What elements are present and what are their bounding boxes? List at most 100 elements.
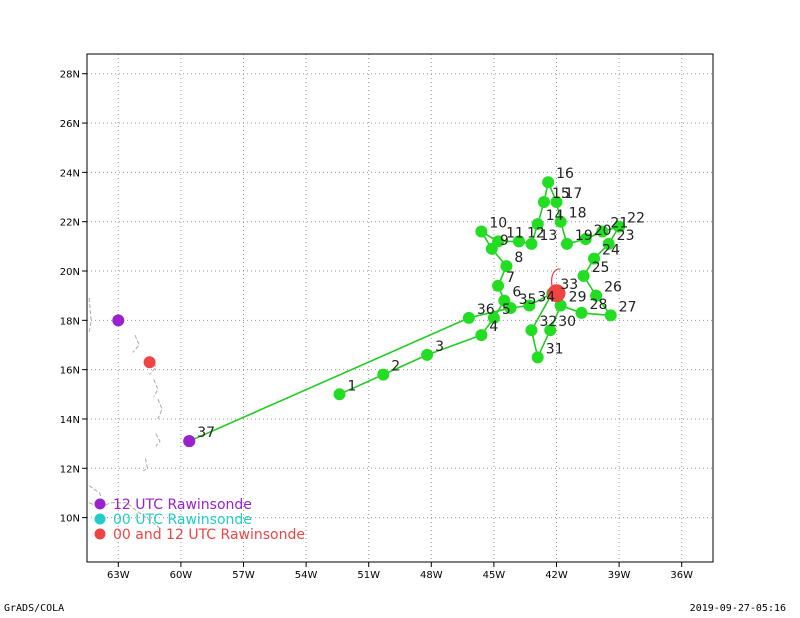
dropsonde-label: 24 [602, 243, 620, 259]
dropsonde-label: 36 [477, 302, 495, 318]
dropsonde-label: 34 [537, 290, 555, 306]
y-tick-label: 10N [60, 514, 80, 525]
dropsonde-marker [512, 235, 525, 248]
x-tick-label: 63W [107, 570, 130, 581]
dropsonde-marker [596, 225, 609, 238]
storm-center-marker [547, 284, 566, 303]
dropsonde-marker [531, 218, 544, 231]
dropsonde-label: 1 [347, 378, 356, 394]
dropsonde-marker [544, 324, 557, 337]
y-tick-label: 22N [60, 218, 80, 229]
dropsonde-label: 18 [569, 206, 587, 222]
y-tick-label: 14N [60, 415, 80, 426]
dropsonde-marker [421, 348, 434, 361]
dropsonde-marker [523, 299, 536, 312]
coastline-segment [132, 334, 140, 353]
dropsonde-label: 23 [617, 228, 635, 244]
dropsonde-marker [377, 368, 390, 381]
dropsonde-marker [500, 260, 513, 273]
y-tick-label: 26N [60, 119, 80, 130]
dropsonde-marker [525, 324, 538, 337]
x-tick-label: 54W [295, 570, 318, 581]
plot-frame [86, 53, 714, 563]
x-tick-label: 39W [608, 570, 631, 581]
dropsonde-label: 7 [506, 270, 515, 286]
dropsonde-label: 27 [619, 299, 637, 315]
dropsonde-label: 22 [627, 211, 645, 227]
dropsonde-label: 33 [560, 277, 578, 293]
x-tick-label: 51W [357, 570, 380, 581]
coastline-segment [88, 485, 103, 499]
y-tick-label: 20N [60, 267, 80, 278]
legend-marker [94, 513, 106, 525]
grid-lines [87, 54, 713, 562]
dropsonde-label: 2 [391, 359, 400, 375]
dropsonde-label: 35 [519, 292, 537, 308]
dropsonde-label: 30 [558, 314, 576, 330]
coastline-segment [153, 379, 159, 398]
dropsonde-label: 21 [610, 216, 628, 232]
coastline-segment [157, 399, 163, 420]
dropsonde-marker [333, 388, 346, 401]
dropsonde-label: 16 [556, 166, 574, 182]
dropsonde-marker [531, 351, 544, 364]
dropsonde-marker [542, 176, 555, 189]
x-tick-label: 42W [545, 570, 568, 581]
x-tick-label: 36W [670, 570, 693, 581]
dropsonde-label: 4 [489, 319, 498, 335]
legend-label: 00 and 12 UTC Rawinsonde [113, 527, 305, 543]
dropsonde-label: 6 [512, 285, 521, 301]
dropsonde-marker [575, 306, 588, 319]
dropsonde-marker [602, 237, 615, 250]
y-tick-label: 18N [60, 316, 80, 327]
dropsonde-label: 26 [604, 280, 622, 296]
legend-marker [94, 528, 106, 540]
dropsonde-label: 32 [539, 314, 557, 330]
dropsonde-marker [504, 302, 517, 314]
dropsonde-marker [577, 269, 590, 282]
y-tick-label: 24N [60, 168, 80, 179]
y-tick-label: 16N [60, 366, 80, 377]
dropsonde-label: 20 [594, 223, 612, 239]
rawinsonde-station [183, 435, 196, 448]
dropsonde-label: 3 [435, 339, 444, 355]
dropsonde-label: 10 [489, 216, 507, 232]
dropsonde-label: 14 [546, 208, 564, 224]
rawinsonde-station [143, 356, 156, 369]
dropsonde-label: 29 [569, 290, 587, 306]
coastline-segment [88, 298, 92, 333]
x-tick-label: 48W [420, 570, 443, 581]
legend-marker [94, 498, 106, 510]
dropsonde-marker [579, 232, 592, 245]
dropsonde-label: 12 [527, 225, 545, 241]
x-tick-label: 45W [483, 570, 506, 581]
dropsonde-label: 37 [197, 425, 215, 441]
dropsonde-marker [475, 225, 488, 238]
dropsonde-label: 9 [500, 233, 509, 249]
dropsonde-marker [537, 195, 550, 208]
dropsonde-label: 8 [514, 250, 523, 266]
dropsonde-label: 31 [546, 341, 564, 357]
dropsonde-label: 25 [592, 260, 610, 276]
dropsonde-marker [554, 215, 567, 228]
dropsonde-marker [560, 237, 573, 250]
x-tick-label: 60W [170, 570, 193, 581]
dropsonde-marker [492, 235, 505, 248]
footer-timestamp: 2019-09-27-05:16 [689, 603, 786, 614]
dropsonde-marker [550, 195, 563, 208]
dropsonde-label: 15 [552, 186, 570, 202]
dropsonde-marker [487, 311, 500, 324]
dropsonde-marker [590, 289, 603, 302]
dropsonde-marker [588, 252, 601, 265]
dropsonde-label: 5 [502, 302, 511, 318]
rawinsonde-station [112, 314, 125, 327]
footer-software-label: GrADS/COLA [4, 603, 65, 614]
dropsonde-label: 19 [575, 228, 593, 244]
y-tick-label: 28N [60, 70, 80, 81]
legend-label: 12 UTC Rawinsonde [113, 497, 252, 513]
coastline-segment [143, 458, 149, 472]
coastline-segment [155, 433, 161, 447]
legend-label: 00 UTC Rawinsonde [113, 512, 252, 528]
